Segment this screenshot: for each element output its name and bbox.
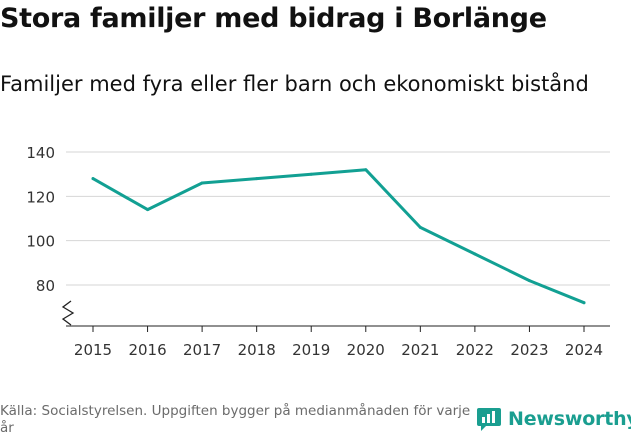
- x-tick-label-2022: 2022: [456, 341, 494, 359]
- brand-logo[interactable]: Newsworthy: [476, 406, 631, 432]
- data-point-2020: [364, 168, 368, 172]
- y-axis-ticks: 80 100 120 140: [26, 144, 55, 295]
- data-point-2015: [91, 177, 95, 181]
- data-point-2016: [146, 208, 150, 212]
- x-tick-label-2018: 2018: [238, 341, 276, 359]
- series-line-0: [91, 168, 586, 305]
- data-point-2023: [527, 279, 531, 283]
- newsworthy-icon: [477, 408, 501, 431]
- x-tick-label-2020: 2020: [347, 341, 385, 359]
- chart-subtitle: Familjer med fyra eller fler barn och ek…: [0, 72, 589, 96]
- x-tick-label-2021: 2021: [401, 341, 439, 359]
- x-tick-label-2024: 2024: [565, 341, 603, 359]
- source-note: Källa: Socialstyrelsen. Uppgiften bygger…: [0, 403, 471, 436]
- y-tick-label-80: 80: [36, 277, 55, 295]
- data-point-2017: [200, 181, 204, 185]
- series-group: [91, 168, 586, 305]
- brand-name: Newsworthy: [508, 408, 631, 430]
- axis-break-icon: [61, 300, 75, 326]
- x-tick-label-2019: 2019: [292, 341, 330, 359]
- y-tick-label-100: 100: [26, 233, 55, 251]
- x-tick-label-2016: 2016: [128, 341, 166, 359]
- data-point-2024: [582, 301, 586, 305]
- y-tick-label-120: 120: [26, 188, 55, 206]
- y-tick-label-140: 140: [26, 144, 55, 162]
- chart-title: Stora familjer med bidrag i Borlänge: [0, 3, 547, 34]
- x-tick-label-2017: 2017: [183, 341, 221, 359]
- data-point-2022: [473, 252, 477, 256]
- x-tick-label-2023: 2023: [510, 341, 548, 359]
- gridlines: [66, 151, 610, 286]
- x-tick-label-2015: 2015: [74, 341, 112, 359]
- data-point-2021: [418, 225, 422, 229]
- data-point-2018: [255, 177, 259, 181]
- data-point-2019: [309, 172, 313, 176]
- x-axis: 2015 2016 2017 2018 2019 2020 2021 2022 2023 2024: [61, 300, 610, 359]
- line-chart: 80 100 120 140 2015 2016 2017 2018 2019 2020 2021…: [26, 144, 610, 359]
